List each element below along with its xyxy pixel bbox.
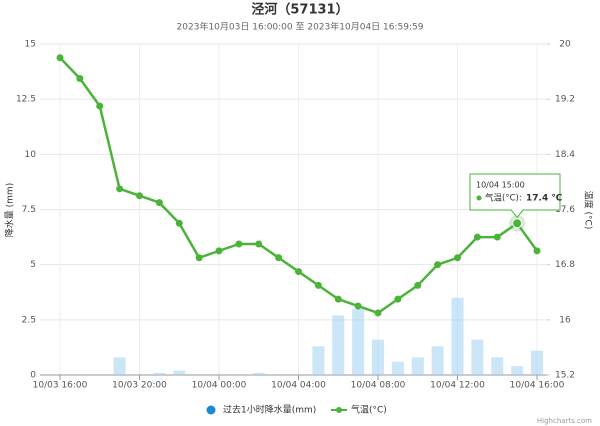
point [394, 295, 402, 303]
bar [431, 346, 444, 375]
bar [153, 372, 166, 375]
point [275, 254, 283, 262]
chart-subtitle: 2023年10月03日 16:00:00 至 2023年10月04日 16:59… [177, 21, 424, 33]
chart-title: 泾河（57131） [251, 2, 348, 18]
bar [352, 308, 365, 375]
tooltip-header: 10/04 15:00 [476, 181, 525, 190]
tooltip-label: 气温(°C): [485, 193, 522, 204]
point [56, 54, 64, 62]
x-tick-label: 10/03 16:00 [33, 381, 88, 391]
point [374, 309, 382, 317]
point [314, 281, 322, 289]
x-tick-label: 10/04 00:00 [192, 381, 247, 391]
x-tick-label: 10/04 16:00 [510, 381, 565, 391]
point [255, 240, 263, 248]
bar [173, 370, 186, 375]
credits: Highcharts.com [537, 417, 592, 425]
tooltip: 10/04 15:00 气温(°C): 17.4 ℃ [469, 173, 562, 232]
y-tick-label: 0 [30, 371, 36, 381]
point [434, 261, 442, 269]
x-tick-label: 10/04 12:00 [430, 381, 485, 391]
x-tick-label: 10/04 04:00 [271, 381, 326, 391]
bar [491, 357, 504, 375]
bar [332, 315, 345, 375]
y2-tick-label: 16 [559, 315, 571, 325]
point [175, 219, 183, 227]
hover-point [512, 218, 523, 229]
bar [531, 350, 543, 375]
point [493, 233, 501, 241]
y2-tick-label: 17.6 [555, 205, 575, 215]
bar [391, 361, 404, 375]
point [334, 295, 342, 303]
point [295, 268, 302, 276]
point [136, 192, 143, 200]
tooltip-dot [476, 195, 482, 201]
point [235, 240, 243, 248]
bar [372, 339, 384, 375]
y-tick-label: 5 [30, 260, 36, 270]
legend-label: 过去1小时降水量(mm) [223, 404, 316, 416]
tooltip-box [469, 173, 561, 219]
bar [511, 366, 524, 375]
y2-tick-label: 16.8 [555, 260, 575, 270]
bar [411, 357, 424, 375]
legend-symbol [206, 405, 216, 415]
y2-tick-label: 18.4 [555, 150, 575, 160]
legend-label: 气温(°C) [351, 404, 387, 416]
y-axis-title: 降水量 (mm) [4, 183, 16, 237]
bar [451, 297, 464, 375]
y-tick-label: 12.5 [16, 95, 36, 105]
y-tick-label: 2.5 [22, 315, 36, 325]
point [155, 199, 163, 207]
point [533, 247, 541, 255]
legend-symbol [336, 407, 342, 413]
bar [312, 346, 325, 375]
point [195, 254, 203, 262]
point [116, 185, 124, 193]
point [473, 233, 481, 241]
point [454, 254, 461, 262]
point [354, 302, 362, 310]
y2-tick-label: 20 [559, 40, 571, 50]
y-tick-label: 7.5 [22, 205, 36, 215]
point [215, 247, 223, 255]
y2-tick-label: 15.2 [555, 371, 575, 381]
point [414, 281, 422, 289]
y2-tick-label: 19.2 [555, 95, 575, 105]
bar [113, 357, 126, 375]
point [96, 102, 104, 110]
x-tick-label: 10/04 08:00 [351, 381, 406, 391]
point [76, 74, 84, 82]
y-tick-label: 15 [25, 40, 36, 50]
tooltip-value: 17.4 ℃ [526, 194, 562, 204]
x-tick-label: 10/03 20:00 [112, 381, 167, 391]
y-tick-label: 10 [25, 150, 37, 160]
bar [471, 339, 484, 375]
bar [252, 372, 265, 375]
y2-axis-title: 温度 (°C) [583, 191, 595, 230]
